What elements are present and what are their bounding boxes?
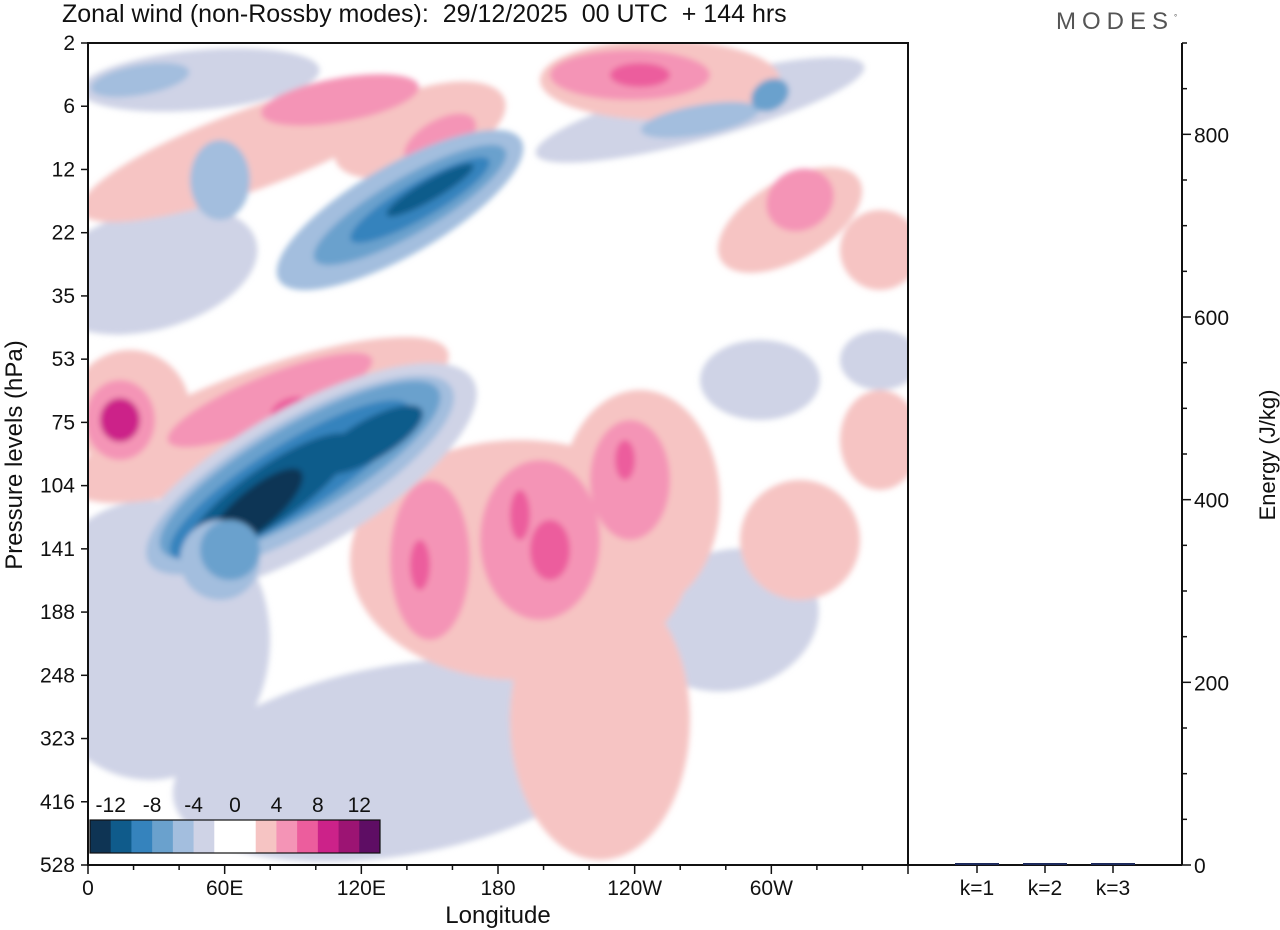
- colorbar-segment: [297, 820, 319, 853]
- colorbar-segment: [90, 820, 112, 853]
- colorbar-segment: [255, 820, 277, 853]
- contour-region: [390, 480, 470, 640]
- x-tick-label: 60W: [750, 877, 793, 900]
- colorbar-segment: [172, 820, 195, 853]
- contour-region: [751, 78, 789, 112]
- energy-bar: [955, 863, 999, 865]
- colorbar-label: 12: [348, 794, 371, 817]
- energy-axis-label: Energy (J/kg): [1255, 390, 1280, 521]
- colorbar-segment: [214, 820, 236, 853]
- contour-region: [530, 520, 570, 580]
- y-axis-label: Pressure levels (hPa): [1, 340, 28, 569]
- colorbar-segment: [193, 820, 215, 853]
- colorbar-frame: [89, 819, 381, 854]
- contour-region: [740, 480, 860, 600]
- contour-region: [510, 490, 530, 540]
- colorbar-segment: [152, 820, 174, 853]
- y-tick-label: 528: [40, 854, 75, 877]
- contour-region: [100, 398, 140, 442]
- contour-region: [190, 140, 250, 220]
- colorbar-segment: [359, 820, 381, 853]
- contour-region: [261, 74, 419, 126]
- energy-tick-label: 0: [1194, 855, 1206, 878]
- colorbar-segment: [317, 820, 340, 853]
- colorbar-segment: [338, 820, 360, 853]
- contour-region: [410, 540, 430, 590]
- y-tick-label: 323: [40, 728, 75, 751]
- chart-title: Zonal wind (non-Rossby modes): 29/12/202…: [62, 0, 787, 28]
- y-tick-label: 104: [40, 475, 75, 498]
- y-tick-label: 141: [40, 538, 75, 561]
- energy-tick-label: 600: [1194, 307, 1229, 330]
- y-tick-label: 53: [52, 348, 75, 371]
- contour-region: [590, 420, 670, 540]
- energy-bar: [1023, 863, 1067, 865]
- energy-tick-label: 200: [1194, 672, 1229, 695]
- colorbar-label: 0: [229, 794, 241, 817]
- y-tick-label: 6: [63, 95, 75, 118]
- colorbar-label: -4: [184, 794, 203, 817]
- contour-region: [88, 48, 320, 112]
- contour-region: [386, 163, 474, 217]
- heatmap-field: [88, 43, 908, 862]
- contour-region: [840, 330, 908, 390]
- y-tick-label: 22: [52, 222, 75, 245]
- bar-category-label: k=2: [1028, 877, 1062, 900]
- colorbar-segment: [110, 820, 132, 853]
- x-axis-label: Longitude: [445, 902, 550, 929]
- contour-region: [167, 352, 373, 448]
- energy-bar-chart: 0 200 400 600 800 k=1 k=2 k=3: [908, 42, 1229, 900]
- contour-region: [840, 390, 908, 490]
- energy-bar: [1091, 863, 1135, 865]
- bar-category-label: k=3: [1096, 877, 1130, 900]
- x-tick-label: 180: [480, 877, 515, 900]
- energy-tick-label: 400: [1194, 490, 1229, 513]
- contour-region: [640, 101, 760, 139]
- colorbar-segment: [131, 820, 153, 853]
- contour-region: [200, 520, 260, 580]
- y-tick-label: 416: [40, 791, 75, 814]
- contour-region: [90, 62, 190, 98]
- colorbar-label: -8: [143, 794, 162, 817]
- contour-region: [610, 63, 670, 87]
- energy-tick-label: 800: [1194, 124, 1229, 147]
- colorbar: -12 -8 -4 0 4 8 12: [89, 794, 381, 854]
- y-tick-label: 75: [52, 411, 75, 434]
- contour-region: [700, 340, 820, 420]
- colorbar-segment: [276, 820, 298, 853]
- contour-region: [766, 168, 834, 232]
- y-tick-label: 188: [40, 601, 75, 624]
- colorbar-segment: [235, 820, 257, 853]
- x-tick-label: 0: [82, 877, 94, 900]
- contour-region: [840, 210, 908, 290]
- bar-category-label: k=1: [960, 877, 994, 900]
- colorbar-label: -12: [96, 794, 126, 817]
- y-tick-label: 248: [40, 664, 75, 687]
- y-tick-label: 12: [52, 158, 75, 181]
- x-tick-label: 120W: [607, 877, 662, 900]
- contour-region: [615, 440, 635, 480]
- axes: 0 60E 120E 180 120W 60W 2 6 12 22 35 53 75 104 141 188 2…: [40, 32, 909, 900]
- modes-logo: MODES°: [1056, 8, 1178, 35]
- contour-region: [317, 405, 423, 475]
- y-tick-label: 2: [63, 32, 75, 55]
- contour-region: [88, 205, 258, 335]
- x-tick-label: 60E: [206, 877, 243, 900]
- x-tick-label: 120E: [337, 877, 386, 900]
- y-tick-label: 35: [52, 285, 75, 308]
- logo-text: MODES: [1056, 8, 1175, 35]
- colorbar-label: 8: [312, 794, 324, 817]
- colorbar-label: 4: [271, 794, 283, 817]
